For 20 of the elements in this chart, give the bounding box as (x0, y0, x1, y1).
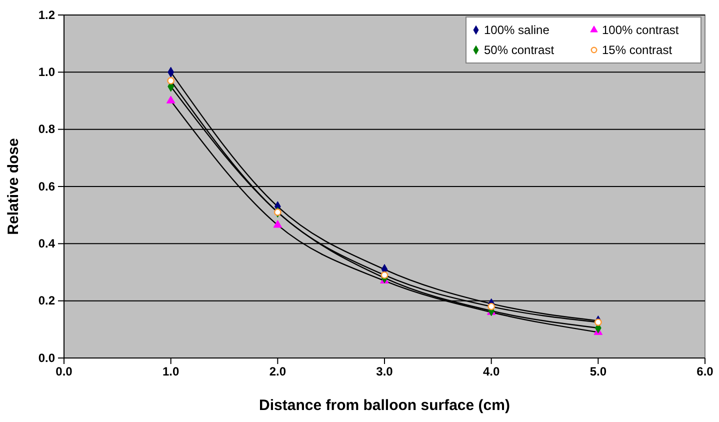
x-tick-label: 6.0 (696, 364, 714, 379)
legend-label: 100% contrast (602, 23, 680, 37)
x-tick-label: 5.0 (590, 364, 607, 379)
y-tick-label: 0.4 (38, 236, 56, 251)
y-tick-label: 0.2 (38, 294, 56, 308)
x-tick-label: 2.0 (269, 364, 286, 379)
y-tick-label: 1.2 (38, 8, 56, 22)
x-tick-label: 4.0 (482, 364, 500, 379)
y-tick-label: 0.8 (38, 122, 56, 136)
x-axis-title: Distance from balloon surface (cm) (259, 397, 510, 414)
legend-label: 100% saline (484, 23, 550, 37)
x-tick-label: 0.0 (56, 364, 73, 379)
x-tick-label: 3.0 (376, 364, 394, 379)
y-tick-label: 0.0 (38, 350, 56, 365)
y-tick-label: 1.0 (38, 65, 56, 80)
legend-label: 15% contrast (602, 43, 673, 57)
y-axis-title: Relative dose (5, 138, 22, 235)
x-tick-label: 1.0 (162, 364, 180, 379)
legend-label: 50% contrast (484, 43, 555, 57)
y-tick-label: 0.6 (38, 179, 56, 194)
